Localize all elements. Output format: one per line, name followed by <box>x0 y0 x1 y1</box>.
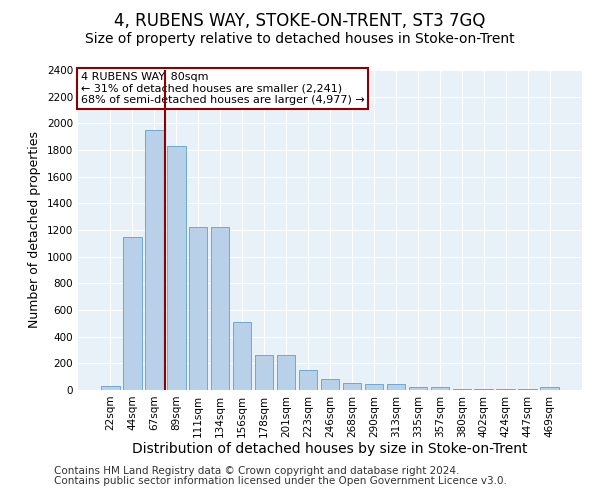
Bar <box>475 388 493 390</box>
Text: 4 RUBENS WAY: 80sqm
← 31% of detached houses are smaller (2,241)
68% of semi-det: 4 RUBENS WAY: 80sqm ← 31% of detached ho… <box>80 72 364 105</box>
Bar <box>211 228 229 390</box>
Bar <box>299 370 317 390</box>
Bar <box>277 354 295 390</box>
Bar <box>255 354 274 390</box>
Text: Contains public sector information licensed under the Open Government Licence v3: Contains public sector information licen… <box>54 476 507 486</box>
Bar <box>145 130 164 390</box>
Bar <box>343 384 361 390</box>
Bar <box>496 388 515 390</box>
Bar <box>409 388 427 390</box>
Bar <box>123 236 142 390</box>
Bar <box>431 388 449 390</box>
Text: Contains HM Land Registry data © Crown copyright and database right 2024.: Contains HM Land Registry data © Crown c… <box>54 466 460 476</box>
Bar <box>541 388 559 390</box>
Bar <box>167 146 185 390</box>
Bar <box>189 228 208 390</box>
Text: Distribution of detached houses by size in Stoke-on-Trent: Distribution of detached houses by size … <box>132 442 528 456</box>
Bar <box>386 384 405 390</box>
Bar <box>101 386 119 390</box>
Text: Size of property relative to detached houses in Stoke-on-Trent: Size of property relative to detached ho… <box>85 32 515 46</box>
Bar <box>233 322 251 390</box>
Bar <box>452 388 471 390</box>
Text: 4, RUBENS WAY, STOKE-ON-TRENT, ST3 7GQ: 4, RUBENS WAY, STOKE-ON-TRENT, ST3 7GQ <box>115 12 485 30</box>
Bar <box>365 384 383 390</box>
Y-axis label: Number of detached properties: Number of detached properties <box>28 132 41 328</box>
Bar <box>320 380 340 390</box>
